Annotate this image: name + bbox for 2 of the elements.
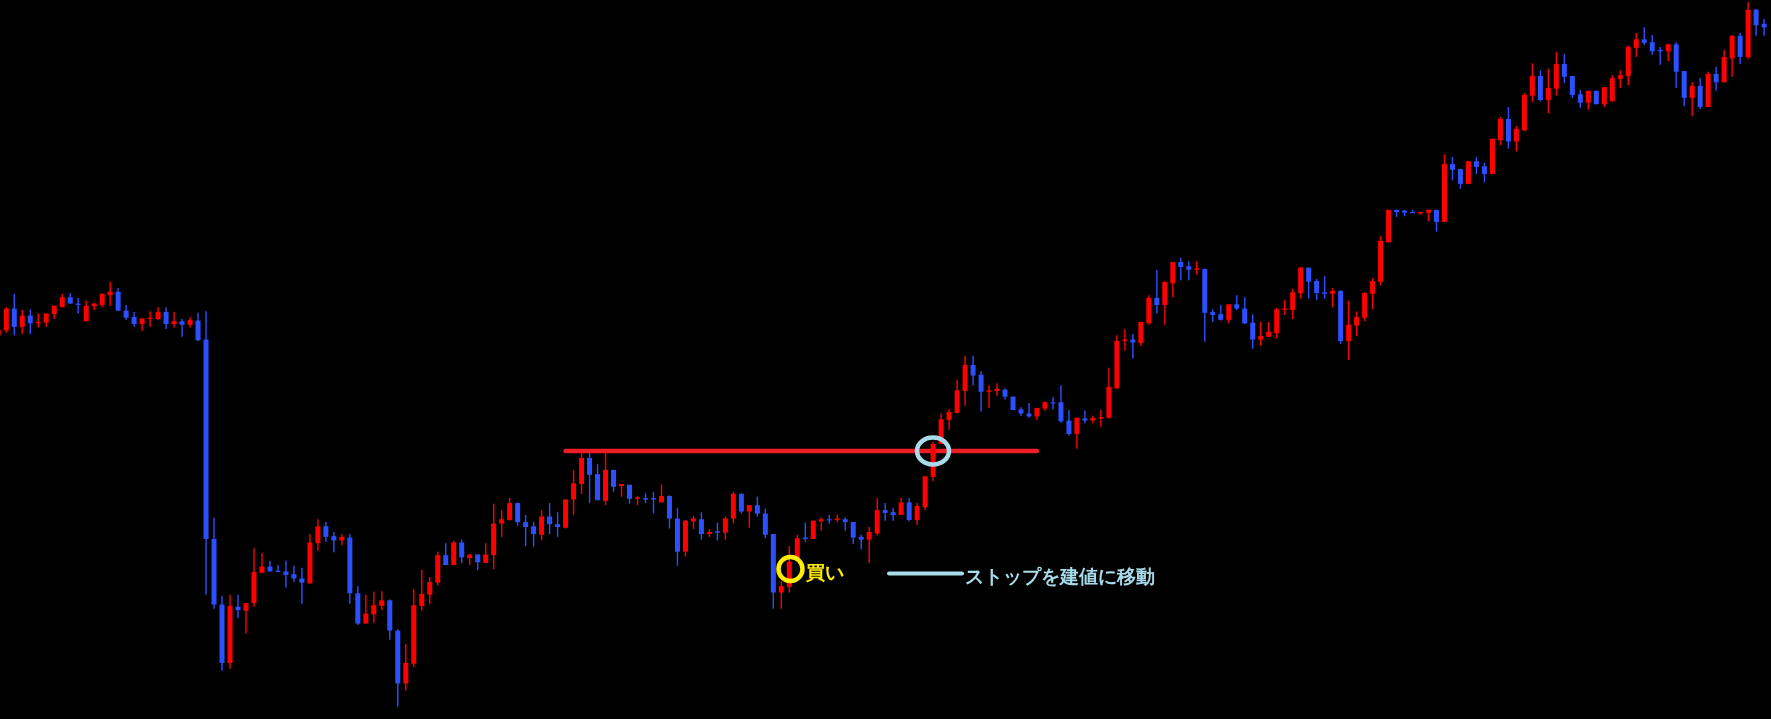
annotation: ストップを建値に移動 <box>965 565 1155 587</box>
annotation: 買い <box>806 561 844 583</box>
